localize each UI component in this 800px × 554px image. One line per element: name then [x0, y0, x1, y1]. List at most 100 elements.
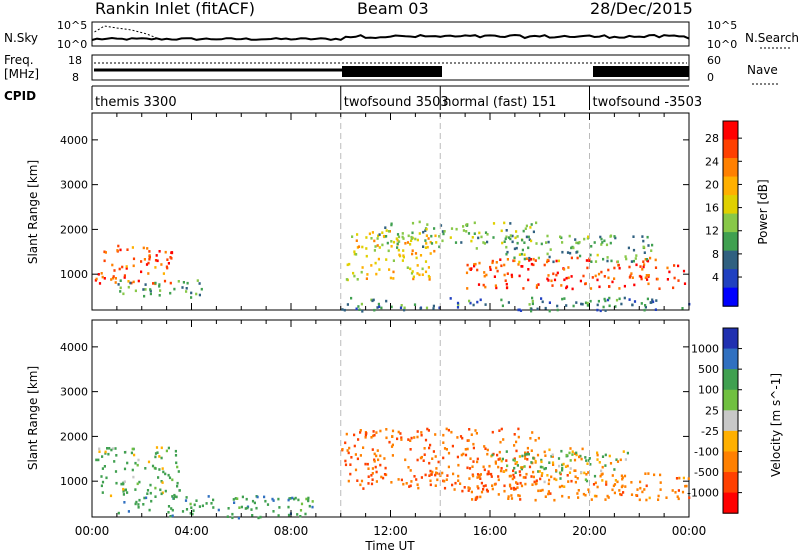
data-cell: [510, 273, 513, 277]
nave-block-2: [593, 66, 689, 77]
data-cell: [568, 471, 572, 474]
cpid-label: CPID: [4, 89, 36, 103]
data-cell: [574, 475, 577, 478]
data-cell: [405, 482, 408, 485]
data-cell: [391, 454, 394, 457]
data-cell: [111, 447, 114, 450]
data-cell: [644, 305, 647, 309]
data-cell: [137, 458, 140, 462]
data-cell: [410, 237, 413, 240]
data-cell: [377, 458, 380, 462]
data-cell: [189, 512, 192, 515]
data-cell: [598, 285, 601, 289]
data-cell: [142, 246, 145, 250]
data-cell: [659, 488, 662, 491]
data-cell: [407, 234, 410, 238]
data-cell: [117, 283, 120, 286]
data-cell: [630, 260, 633, 263]
colorbar-swatch: [723, 176, 738, 196]
data-cell: [293, 497, 296, 501]
data-cell: [498, 450, 501, 454]
data-cell: [413, 475, 416, 478]
data-cell: [372, 430, 375, 433]
data-cell: [507, 495, 510, 498]
data-cell: [256, 495, 259, 499]
data-cell: [123, 467, 127, 471]
data-cell: [503, 470, 506, 473]
data-cell: [361, 266, 364, 269]
data-cell: [403, 308, 406, 312]
data-cell: [116, 249, 119, 252]
data-cell: [467, 232, 471, 235]
data-cell: [505, 450, 508, 453]
data-cell: [646, 278, 649, 281]
data-cell: [615, 298, 619, 302]
data-cell: [525, 472, 528, 476]
data-cell: [616, 480, 619, 484]
freq-tick-top: 18: [68, 54, 82, 67]
cpid-segment-label: twofsound -3503: [593, 95, 703, 110]
data-cell: [524, 476, 527, 479]
data-cell: [628, 265, 631, 269]
data-cell: [396, 242, 399, 246]
data-cell: [599, 474, 602, 478]
power-axes: 1000 2000 3000 4000: [60, 113, 690, 310]
data-cell: [164, 489, 167, 493]
data-cell: [360, 302, 363, 306]
data-cell: [491, 487, 494, 491]
data-cell: [425, 242, 428, 245]
data-cell: [341, 308, 344, 311]
data-cell: [396, 437, 399, 441]
data-cell: [540, 460, 543, 464]
data-cell: [476, 473, 480, 476]
data-cell: [510, 487, 513, 490]
data-cell: [530, 449, 533, 452]
data-cell: [353, 274, 356, 278]
data-cell: [548, 461, 551, 464]
data-cell: [146, 489, 150, 492]
data-cell: [613, 468, 616, 471]
data-cell: [625, 257, 628, 261]
data-cell: [432, 450, 435, 453]
data-cell: [558, 464, 561, 468]
data-cell: [536, 307, 539, 311]
data-cell: [359, 429, 362, 432]
data-cell: [575, 241, 578, 245]
data-cell: [530, 461, 533, 464]
data-cell: [569, 459, 572, 462]
data-cell: [486, 233, 489, 236]
data-cell: [516, 235, 519, 238]
data-cell: [429, 483, 432, 487]
data-cell: [135, 500, 138, 504]
data-cell: [540, 242, 543, 246]
data-cell: [514, 462, 517, 465]
data-cell: [416, 264, 419, 267]
data-cell: [645, 258, 649, 261]
data-cell: [138, 480, 141, 484]
data-cell: [137, 506, 140, 509]
data-cell: [539, 465, 542, 469]
data-cell: [236, 497, 239, 500]
data-cell: [103, 250, 106, 254]
data-cell: [644, 276, 647, 280]
data-cell: [163, 279, 167, 283]
data-cell: [532, 257, 535, 261]
power-ylabel: Slant Range [km]: [26, 160, 40, 264]
data-cell: [125, 265, 128, 268]
data-cell: [119, 290, 122, 293]
data-cell: [174, 495, 177, 498]
data-cell: [534, 439, 537, 442]
data-cell: [100, 484, 103, 488]
data-cell: [124, 488, 127, 492]
data-cell: [559, 235, 562, 239]
data-cell: [164, 250, 167, 254]
data-cell: [390, 222, 393, 226]
data-cell: [470, 433, 473, 436]
data-cell: [407, 466, 410, 469]
data-cell: [376, 306, 379, 309]
data-cell: [373, 308, 376, 312]
power-panel: 1000 2000 3000 4000 Slant Range [km] 28 24 20…: [26, 112, 770, 313]
data-cell: [561, 468, 564, 472]
data-cell: [411, 249, 414, 252]
data-cell: [365, 247, 368, 250]
